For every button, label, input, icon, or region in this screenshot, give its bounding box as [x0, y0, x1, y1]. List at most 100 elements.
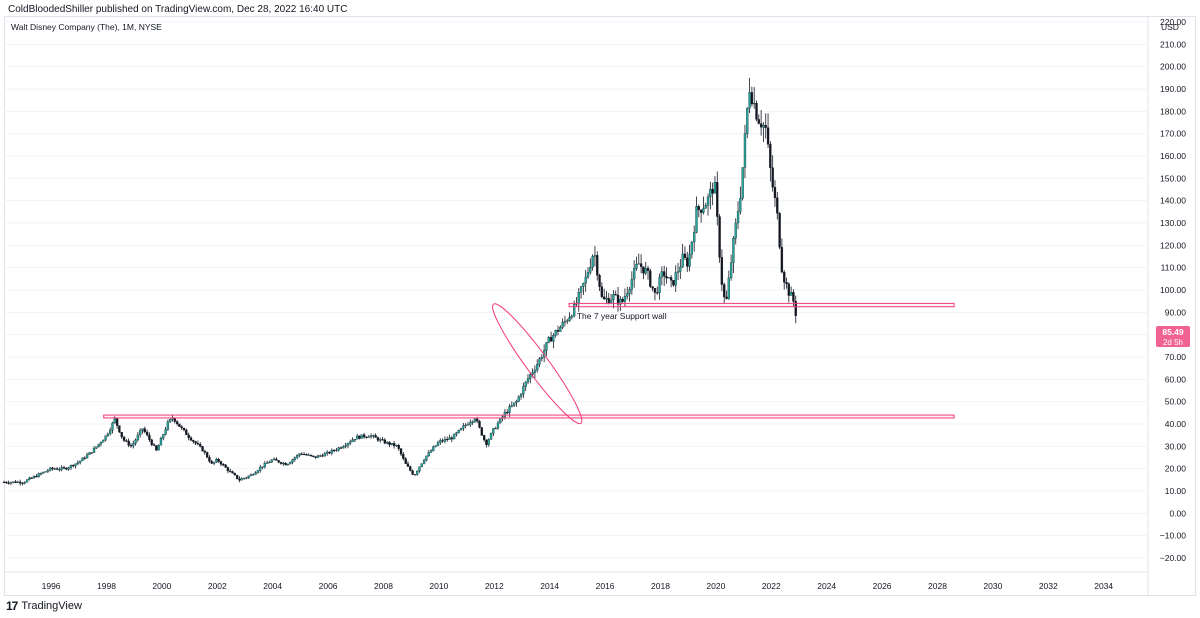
candle-down: [229, 470, 232, 472]
candle-down: [446, 438, 449, 441]
candle-down: [231, 471, 234, 474]
candle-down: [180, 426, 183, 429]
candle-up: [702, 208, 705, 213]
candle-down: [397, 445, 400, 449]
candle-down: [362, 434, 366, 438]
candle-up: [729, 262, 733, 279]
candle-down: [485, 439, 488, 445]
candle-up: [259, 466, 262, 471]
candle-down: [411, 470, 414, 475]
candle-up: [448, 437, 451, 440]
candle-up: [439, 440, 442, 443]
candle-up: [732, 237, 735, 263]
candle-up: [249, 474, 253, 477]
candle-up: [688, 253, 691, 267]
candle-down: [556, 330, 560, 332]
time-axis[interactable]: 1996 1998 2000 2002 2004 2006 2008 2010 2012 2014…: [42, 581, 1114, 591]
x-tick-label: 2030: [983, 581, 1002, 591]
candle-down: [72, 464, 75, 467]
candle-up: [254, 472, 257, 475]
candle-up: [582, 282, 585, 287]
candle-down: [150, 439, 153, 445]
candle-down: [596, 255, 599, 276]
candle-down: [402, 453, 405, 459]
candle-up: [434, 445, 437, 448]
candle-down: [129, 445, 133, 447]
candle-up: [9, 482, 13, 484]
x-tick-label: 2034: [1094, 581, 1113, 591]
candle-down: [277, 460, 280, 463]
support-zone-rectangle: [568, 302, 955, 308]
candle-down: [203, 450, 206, 453]
candle-down: [409, 466, 412, 471]
x-tick-label: 2022: [762, 581, 781, 591]
currency-label: USD: [1161, 22, 1179, 32]
candle-down: [145, 431, 149, 436]
price-axis[interactable]: −20.00 −10.00 0.00 10.00 20.00 30.00 40.00 50.0…: [4, 17, 1186, 563]
y-tick-label: 90.00: [1165, 307, 1187, 317]
candle-down: [406, 463, 410, 467]
tradingview-logo-icon: 17: [6, 599, 18, 613]
candle-up: [164, 429, 167, 435]
candle-up: [21, 482, 24, 485]
candle-up: [113, 418, 116, 424]
x-tick-label: 2006: [319, 581, 338, 591]
candle-down: [62, 467, 66, 469]
candle-up: [247, 475, 250, 478]
candle-down: [155, 445, 158, 451]
candle-up: [379, 439, 382, 441]
candlestick-series: [2, 77, 797, 486]
candle-up: [23, 482, 26, 484]
candle-up: [136, 434, 140, 441]
candle-up: [466, 424, 470, 426]
candle-up: [85, 454, 89, 459]
candle-down: [90, 452, 93, 454]
candle-down: [275, 458, 278, 461]
candle-up: [360, 434, 363, 439]
candle-up: [256, 470, 260, 473]
candle-down: [780, 247, 784, 273]
y-tick-label: 10.00: [1165, 486, 1187, 496]
candle-up: [471, 421, 474, 423]
candle-up: [28, 477, 31, 480]
candle-up: [97, 443, 100, 447]
candle-up: [109, 429, 112, 435]
candle-up: [39, 473, 43, 475]
candle-down: [783, 271, 786, 283]
candle-up: [633, 268, 636, 280]
candle-up: [473, 418, 477, 422]
candle-up: [734, 222, 737, 239]
candle-up: [132, 443, 135, 447]
candle-up: [356, 435, 359, 440]
candle-up: [713, 182, 717, 194]
candle-up: [593, 255, 597, 257]
candle-down: [718, 216, 721, 258]
candle-up: [524, 381, 527, 387]
candle-down: [175, 421, 179, 425]
y-tick-label: 30.00: [1165, 441, 1187, 451]
last-price-value: 85.49: [1162, 327, 1184, 337]
y-tick-label: 100.00: [1160, 285, 1186, 295]
candle-down: [321, 455, 324, 457]
candle-up: [568, 317, 571, 321]
candle-down: [404, 458, 407, 464]
y-tick-label: 140.00: [1160, 196, 1186, 206]
candle-up: [741, 167, 744, 199]
candle-down: [776, 197, 779, 214]
candle-up: [245, 477, 248, 479]
y-tick-label: 70.00: [1165, 352, 1187, 362]
candle-up: [667, 277, 670, 279]
candle-down: [482, 435, 486, 441]
candle-down: [603, 296, 606, 300]
candle-up: [422, 459, 426, 464]
candle-up: [104, 435, 107, 441]
candle-down: [339, 447, 343, 449]
candle-up: [704, 205, 707, 209]
candle-down: [55, 468, 59, 470]
candle-down: [794, 301, 797, 316]
support-zone-rectangle: [103, 414, 955, 419]
candle-up: [330, 449, 333, 454]
candle-up: [326, 451, 329, 454]
candle-down: [672, 280, 675, 286]
